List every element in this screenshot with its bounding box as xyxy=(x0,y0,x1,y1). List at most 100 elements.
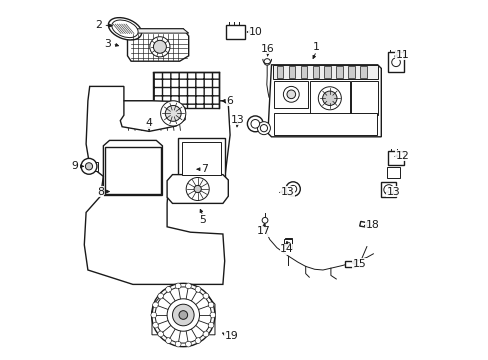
Circle shape xyxy=(158,293,163,299)
Bar xyxy=(181,142,221,175)
Bar xyxy=(273,113,376,135)
Bar xyxy=(309,81,349,115)
Circle shape xyxy=(172,304,194,326)
Circle shape xyxy=(167,299,199,331)
Text: 4: 4 xyxy=(145,118,152,128)
Circle shape xyxy=(149,37,170,57)
Text: 11: 11 xyxy=(395,50,409,60)
Polygon shape xyxy=(167,175,228,203)
Text: 9: 9 xyxy=(72,161,79,171)
Text: 13: 13 xyxy=(386,186,400,197)
Bar xyxy=(152,72,219,108)
Circle shape xyxy=(151,283,215,347)
Circle shape xyxy=(151,312,156,318)
Bar xyxy=(350,81,377,115)
Circle shape xyxy=(285,182,300,196)
Circle shape xyxy=(262,217,267,223)
Circle shape xyxy=(285,242,290,247)
Bar xyxy=(105,147,161,194)
Bar xyxy=(284,239,291,249)
Text: 7: 7 xyxy=(201,164,208,174)
Circle shape xyxy=(250,120,259,128)
Circle shape xyxy=(209,312,215,318)
Circle shape xyxy=(203,331,208,337)
Text: 6: 6 xyxy=(226,96,233,106)
Text: 1: 1 xyxy=(312,42,319,52)
Bar xyxy=(387,52,403,72)
Bar xyxy=(386,167,400,178)
Bar xyxy=(87,162,98,171)
Circle shape xyxy=(257,122,270,135)
Bar xyxy=(300,66,306,78)
Ellipse shape xyxy=(112,20,138,37)
Text: 14: 14 xyxy=(280,244,293,254)
Circle shape xyxy=(195,287,201,292)
Text: 13: 13 xyxy=(280,186,294,197)
Circle shape xyxy=(283,86,299,102)
Circle shape xyxy=(160,101,185,126)
Circle shape xyxy=(158,331,163,337)
Bar xyxy=(273,81,307,108)
Bar xyxy=(276,66,283,78)
Circle shape xyxy=(318,87,341,110)
Bar xyxy=(347,66,354,78)
Text: 8: 8 xyxy=(97,186,104,197)
Circle shape xyxy=(152,302,158,308)
Circle shape xyxy=(179,311,187,319)
Circle shape xyxy=(175,341,181,347)
Polygon shape xyxy=(267,65,381,137)
Circle shape xyxy=(85,163,92,170)
Text: 2: 2 xyxy=(95,20,102,30)
Polygon shape xyxy=(131,29,188,33)
Bar xyxy=(273,65,377,79)
Bar xyxy=(359,66,366,78)
Circle shape xyxy=(383,185,393,195)
Circle shape xyxy=(165,338,171,343)
Text: 16: 16 xyxy=(261,44,274,54)
Circle shape xyxy=(260,125,267,132)
Circle shape xyxy=(165,287,171,292)
Text: 12: 12 xyxy=(395,150,409,161)
Circle shape xyxy=(195,338,201,343)
Text: 3: 3 xyxy=(104,39,111,49)
Bar xyxy=(336,66,342,78)
Bar xyxy=(381,182,396,197)
Bar xyxy=(285,243,291,247)
Circle shape xyxy=(286,90,295,99)
Circle shape xyxy=(208,302,213,308)
Bar xyxy=(312,66,318,78)
Circle shape xyxy=(152,322,158,328)
Bar xyxy=(226,25,244,39)
Text: 5: 5 xyxy=(199,215,206,225)
Circle shape xyxy=(185,283,191,289)
Polygon shape xyxy=(120,101,185,131)
Circle shape xyxy=(247,116,263,132)
Ellipse shape xyxy=(108,18,142,40)
Text: 15: 15 xyxy=(352,258,366,269)
Circle shape xyxy=(153,40,166,53)
Circle shape xyxy=(185,341,191,347)
Circle shape xyxy=(175,283,181,289)
Bar xyxy=(285,238,291,242)
Circle shape xyxy=(391,58,400,67)
Text: 19: 19 xyxy=(224,330,238,341)
Circle shape xyxy=(289,185,296,193)
Circle shape xyxy=(186,177,209,201)
Circle shape xyxy=(203,293,208,299)
Circle shape xyxy=(264,59,270,65)
Text: 18: 18 xyxy=(365,220,378,230)
Circle shape xyxy=(165,105,181,121)
Text: 13: 13 xyxy=(230,114,244,125)
Circle shape xyxy=(322,91,336,105)
Text: 10: 10 xyxy=(248,27,262,37)
Bar xyxy=(178,138,224,178)
Bar xyxy=(344,261,355,267)
Circle shape xyxy=(81,158,97,174)
Circle shape xyxy=(208,322,213,328)
Circle shape xyxy=(194,185,201,193)
Bar xyxy=(288,66,295,78)
Bar xyxy=(387,151,403,165)
Polygon shape xyxy=(127,29,188,61)
Circle shape xyxy=(155,287,211,343)
Bar xyxy=(324,66,330,78)
